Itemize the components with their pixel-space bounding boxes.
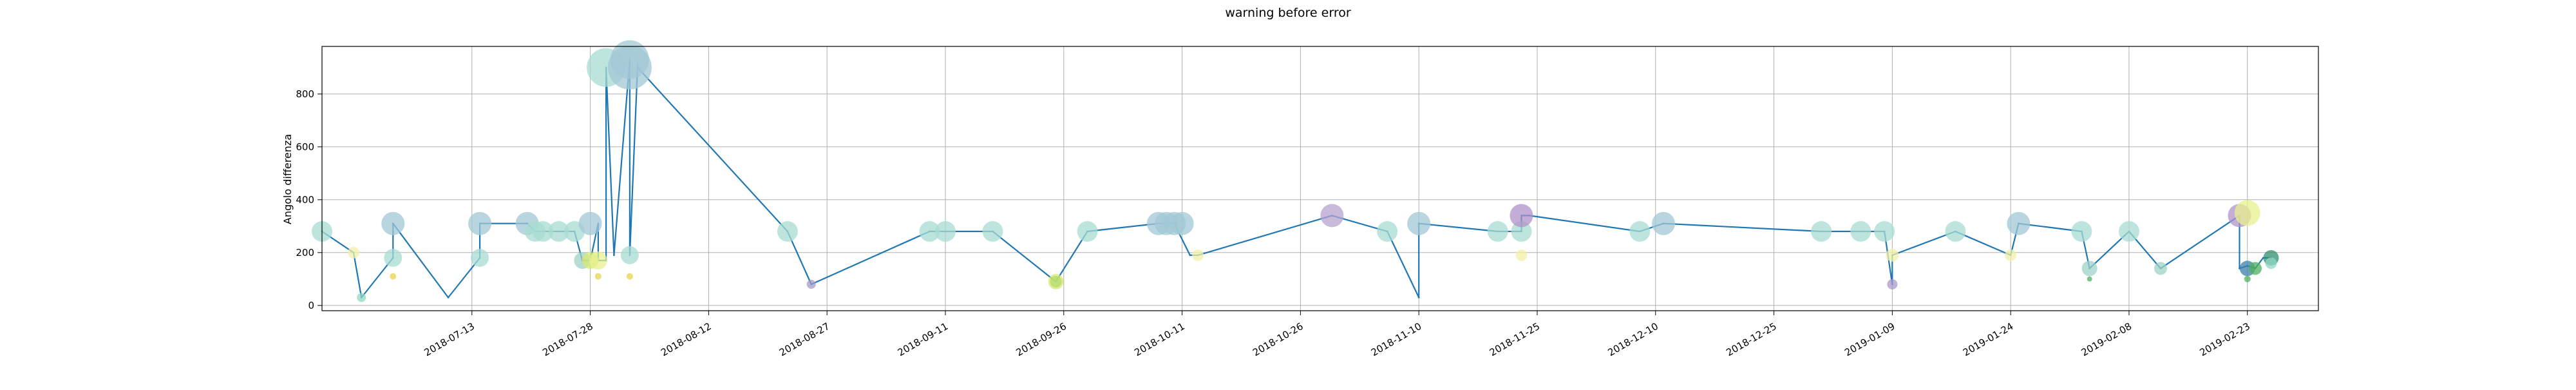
data-marker: [2081, 260, 2098, 277]
x-tick-label: 2019-02-23: [2197, 320, 2252, 358]
data-marker: [1048, 273, 1064, 289]
data-marker: [1945, 221, 1966, 242]
x-tick-label: 2018-10-11: [1132, 320, 1187, 358]
y-tick-label: 200: [296, 247, 314, 258]
data-marker: [1192, 249, 1204, 261]
data-marker: [1510, 204, 1533, 228]
data-markers: [312, 40, 2279, 302]
data-marker: [2007, 211, 2031, 235]
data-marker: [934, 221, 956, 242]
data-marker: [2234, 200, 2260, 226]
data-marker: [390, 273, 397, 280]
data-marker: [2071, 221, 2092, 242]
data-marker: [2118, 221, 2139, 242]
x-tick-label: 2018-12-10: [1605, 320, 1660, 358]
data-marker: [777, 221, 798, 242]
series-lines: [321, 59, 2272, 298]
data-marker: [1515, 249, 1528, 261]
data-marker: [919, 221, 940, 242]
data-marker: [1320, 204, 1344, 228]
y-tick-label: 400: [296, 194, 314, 206]
data-marker: [2087, 276, 2092, 282]
y-axis-label: Angolo differenza: [281, 134, 294, 224]
grid: [322, 46, 2318, 311]
data-marker: [1077, 221, 1098, 242]
data-marker: [381, 211, 405, 235]
series-point: [447, 297, 450, 298]
y-tick-label: 600: [296, 141, 314, 153]
series-point: [1189, 254, 1191, 257]
x-tick-label: 2018-10-26: [1251, 320, 1305, 358]
data-marker: [620, 246, 639, 264]
data-marker: [1170, 211, 1194, 235]
data-marker: [1377, 221, 1398, 242]
x-tick-label: 2018-09-11: [896, 320, 951, 358]
data-marker: [357, 293, 366, 302]
data-marker: [1887, 279, 1898, 289]
x-tick-label: 2018-07-28: [540, 320, 595, 358]
data-marker: [2265, 257, 2277, 269]
x-tick-label: 2018-08-12: [659, 320, 714, 358]
data-marker: [1511, 221, 1532, 242]
y-tick-label: 0: [308, 300, 314, 311]
plot-frame: [321, 46, 2319, 311]
data-marker: [1874, 221, 1895, 242]
x-tick-label: 2019-01-09: [1842, 320, 1897, 358]
x-tick-label: 2018-11-25: [1488, 320, 1542, 358]
data-marker: [2244, 275, 2251, 282]
series-point: [1417, 297, 1420, 298]
data-marker: [548, 221, 569, 242]
data-marker: [1487, 221, 1508, 242]
data-marker: [594, 273, 601, 280]
data-marker: [1629, 221, 1651, 242]
x-tick-label: 2019-02-08: [2079, 320, 2134, 358]
series-line: [321, 59, 2271, 298]
data-marker: [1407, 211, 1431, 235]
data-marker: [982, 221, 1003, 242]
x-tick-label: 2018-12-25: [1724, 320, 1779, 358]
data-marker: [1886, 248, 1899, 262]
data-marker: [1652, 211, 1676, 235]
y-tick-label: 800: [296, 88, 314, 100]
data-marker: [2248, 262, 2262, 275]
data-marker: [610, 40, 649, 79]
data-marker: [1850, 221, 1871, 242]
data-marker: [533, 221, 554, 242]
data-marker: [468, 211, 492, 235]
data-marker: [348, 246, 360, 258]
data-marker: [806, 280, 816, 289]
data-marker: [2005, 249, 2017, 261]
axes: 2018-07-13 2018-07-28 2018-08-12 2018-08-27…: [296, 46, 2319, 358]
data-marker: [589, 251, 607, 270]
data-marker: [471, 249, 489, 267]
data-marker: [626, 273, 633, 280]
data-marker: [578, 211, 602, 235]
x-tick-label: 2018-09-26: [1014, 320, 1069, 358]
data-marker: [384, 249, 402, 267]
series-point: [612, 254, 615, 257]
chart-title: warning before error: [1225, 6, 1350, 20]
x-tick-label: 2018-07-13: [422, 320, 477, 358]
data-marker: [1811, 221, 1832, 242]
data-marker: [2154, 262, 2167, 275]
x-tick-label: 2018-11-10: [1369, 320, 1424, 358]
x-tick-label: 2018-08-27: [777, 320, 832, 358]
x-tick-label: 2019-01-24: [1961, 320, 2016, 358]
